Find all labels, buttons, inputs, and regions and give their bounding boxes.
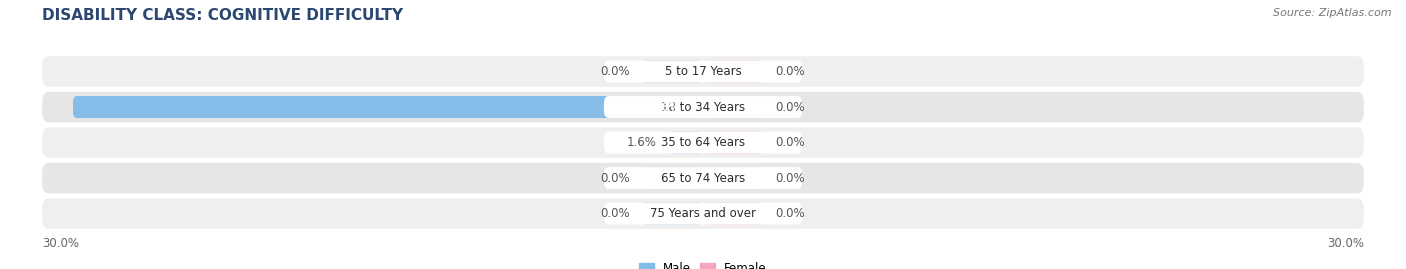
FancyBboxPatch shape xyxy=(42,198,1364,229)
FancyBboxPatch shape xyxy=(668,132,703,154)
FancyBboxPatch shape xyxy=(605,61,801,83)
FancyBboxPatch shape xyxy=(42,163,1364,193)
FancyBboxPatch shape xyxy=(605,167,801,189)
Text: 35 to 64 Years: 35 to 64 Years xyxy=(661,136,745,149)
FancyBboxPatch shape xyxy=(703,61,765,83)
FancyBboxPatch shape xyxy=(42,56,1364,87)
Text: 0.0%: 0.0% xyxy=(600,65,630,78)
FancyBboxPatch shape xyxy=(703,132,765,154)
FancyBboxPatch shape xyxy=(42,127,1364,158)
FancyBboxPatch shape xyxy=(641,203,703,225)
Text: 0.0%: 0.0% xyxy=(776,207,806,220)
Text: 1.6%: 1.6% xyxy=(627,136,657,149)
Text: 0.0%: 0.0% xyxy=(776,136,806,149)
FancyBboxPatch shape xyxy=(703,203,765,225)
FancyBboxPatch shape xyxy=(73,96,703,118)
Text: 30.0%: 30.0% xyxy=(42,237,79,250)
Text: 0.0%: 0.0% xyxy=(776,172,806,185)
FancyBboxPatch shape xyxy=(605,132,801,154)
FancyBboxPatch shape xyxy=(703,167,765,189)
Text: 0.0%: 0.0% xyxy=(776,65,806,78)
FancyBboxPatch shape xyxy=(641,61,703,83)
FancyBboxPatch shape xyxy=(641,167,703,189)
Text: 28.6%: 28.6% xyxy=(640,101,681,114)
Legend: Male, Female: Male, Female xyxy=(634,258,772,269)
Text: 0.0%: 0.0% xyxy=(776,101,806,114)
FancyBboxPatch shape xyxy=(605,203,801,225)
Text: 75 Years and over: 75 Years and over xyxy=(650,207,756,220)
FancyBboxPatch shape xyxy=(42,92,1364,122)
Text: Source: ZipAtlas.com: Source: ZipAtlas.com xyxy=(1274,8,1392,18)
FancyBboxPatch shape xyxy=(605,96,801,118)
FancyBboxPatch shape xyxy=(703,96,765,118)
Text: 0.0%: 0.0% xyxy=(600,207,630,220)
Text: 0.0%: 0.0% xyxy=(600,172,630,185)
Text: 5 to 17 Years: 5 to 17 Years xyxy=(665,65,741,78)
Text: 65 to 74 Years: 65 to 74 Years xyxy=(661,172,745,185)
Text: 30.0%: 30.0% xyxy=(1327,237,1364,250)
Text: 18 to 34 Years: 18 to 34 Years xyxy=(661,101,745,114)
Text: DISABILITY CLASS: COGNITIVE DIFFICULTY: DISABILITY CLASS: COGNITIVE DIFFICULTY xyxy=(42,8,404,23)
